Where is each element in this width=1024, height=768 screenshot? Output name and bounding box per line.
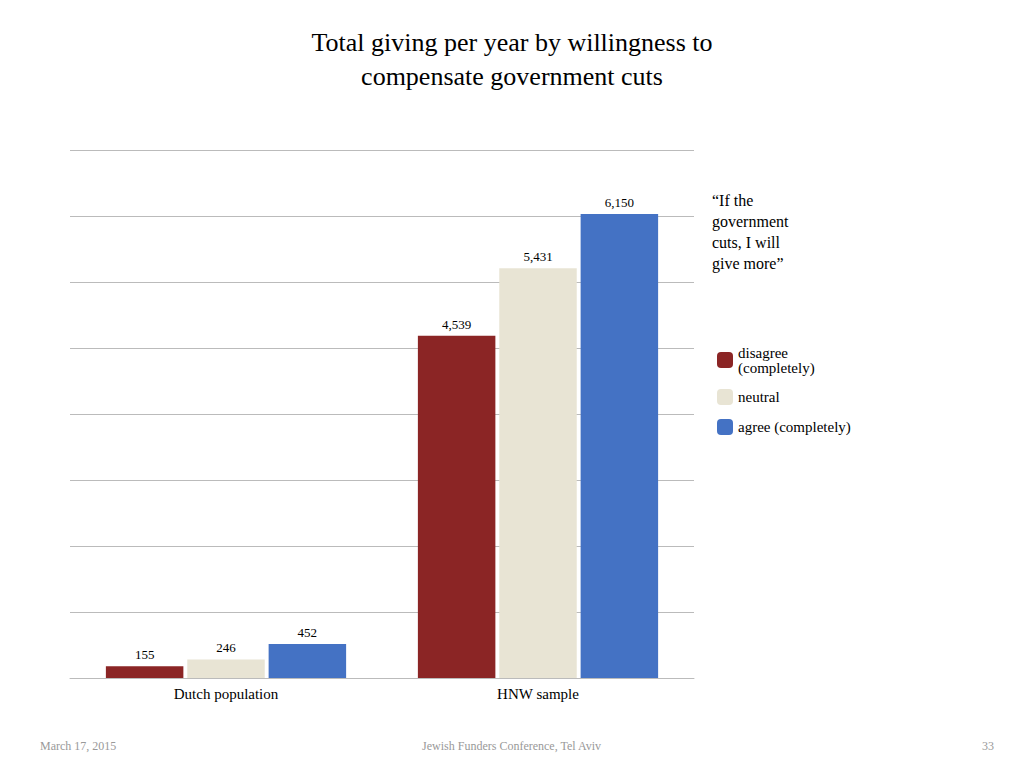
svg-text:disagree: disagree: [738, 345, 788, 361]
svg-text:compensate government cuts: compensate government cuts: [361, 62, 663, 91]
svg-text:5,431: 5,431: [523, 249, 552, 264]
svg-text:March 17, 2015: March 17, 2015: [40, 739, 116, 753]
svg-text:cuts, I will: cuts, I will: [712, 234, 781, 251]
svg-text:HNW sample: HNW sample: [497, 686, 579, 702]
svg-text:246: 246: [216, 640, 236, 655]
svg-text:155: 155: [135, 647, 155, 662]
svg-text:government: government: [712, 213, 789, 231]
svg-text:“If the: “If the: [712, 192, 753, 209]
svg-text:give more”: give more”: [712, 255, 784, 273]
svg-text:neutral: neutral: [738, 389, 780, 405]
svg-text:Total giving per year by willi: Total giving per year by willingness to: [311, 28, 712, 57]
svg-text:452: 452: [298, 625, 318, 640]
svg-text:Jewish Funders Conference, Tel: Jewish Funders Conference, Tel Aviv: [422, 739, 601, 753]
svg-text:4,539: 4,539: [442, 317, 471, 332]
svg-text:(completely): (completely): [738, 360, 815, 377]
svg-text:6,150: 6,150: [605, 195, 634, 210]
svg-text:33: 33: [982, 739, 994, 753]
svg-text:Dutch population: Dutch population: [174, 686, 279, 702]
svg-text:agree (completely): agree (completely): [738, 419, 851, 436]
